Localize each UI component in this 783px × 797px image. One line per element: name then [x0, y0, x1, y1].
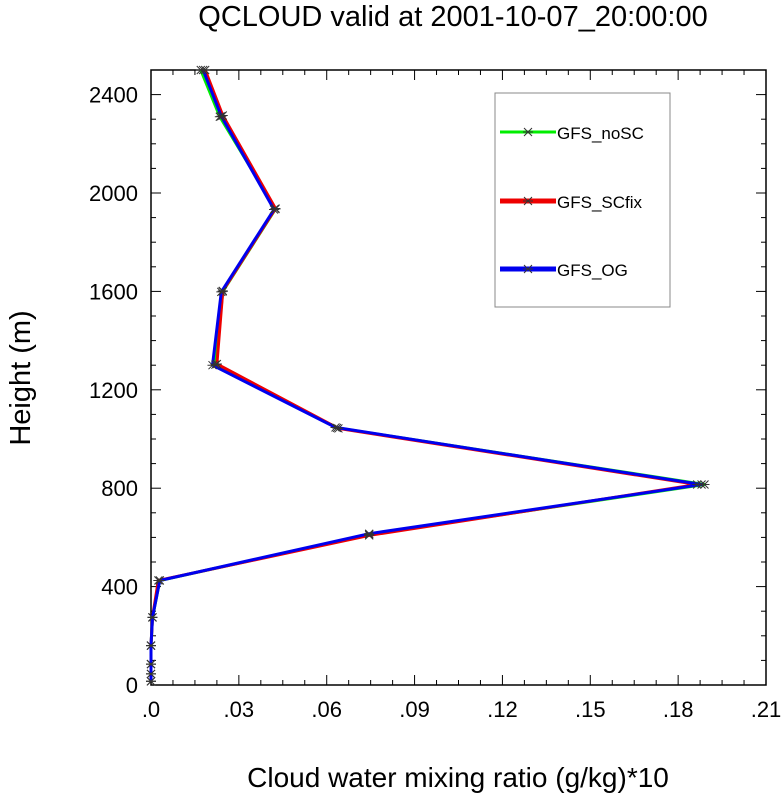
series-point	[696, 480, 707, 489]
y-tick-label: 2400	[89, 83, 138, 108]
y-tick-label: 0	[126, 673, 138, 698]
series-point	[217, 111, 228, 120]
series-point	[216, 111, 227, 121]
y-tick-label: 400	[101, 575, 138, 600]
series-point	[146, 676, 156, 686]
y-tick-label: 1200	[89, 378, 138, 403]
series-point	[269, 205, 279, 214]
y-tick-label: 800	[101, 476, 138, 501]
y-tick-label: 1600	[89, 279, 138, 304]
y-tick-label: 2000	[89, 181, 138, 206]
legend: GFS_noSC GFS_SCfix GFS_OG	[494, 92, 671, 308]
plot-area: .0 .03 .06 .09 .12 .15 .18 .21 0 400 800 1200 1600 20…	[89, 65, 782, 722]
x-tick-label: .21	[751, 697, 782, 722]
legend-marker	[523, 127, 533, 137]
x-tick-label: .0	[142, 697, 160, 722]
x-tick-label: .18	[663, 697, 694, 722]
series-point	[364, 530, 375, 539]
legend-marker	[523, 264, 533, 274]
legend-label: GFS_SCfix	[557, 193, 643, 212]
series-line-GFS_OG	[149, 69, 704, 682]
legend-label: GFS_noSC	[557, 124, 644, 143]
x-tick-label: .06	[311, 697, 342, 722]
series-point	[147, 612, 158, 622]
x-axis-label: Cloud water mixing ratio (g/kg)*10	[247, 762, 669, 793]
series-point	[216, 287, 227, 297]
y-axis-label: Height (m)	[5, 310, 37, 445]
x-tick-label: .15	[575, 697, 606, 722]
series-point	[364, 531, 375, 540]
x-tick-label: .03	[224, 697, 255, 722]
legend-marker	[523, 196, 533, 206]
series-point	[146, 669, 156, 679]
series-point	[154, 576, 165, 585]
series-point	[146, 641, 156, 650]
x-tick-label: .09	[399, 697, 430, 722]
series-point	[198, 65, 209, 75]
legend-label: GFS_OG	[557, 261, 628, 280]
series-markers-GFS_OG	[146, 65, 707, 686]
x-tick-label: .12	[487, 697, 518, 722]
series-point	[146, 659, 156, 669]
chart-title: QCLOUD valid at 2001-10-07_20:00:00	[198, 1, 707, 33]
series-point	[330, 423, 341, 432]
series-point	[207, 360, 218, 370]
series-point	[364, 529, 375, 539]
